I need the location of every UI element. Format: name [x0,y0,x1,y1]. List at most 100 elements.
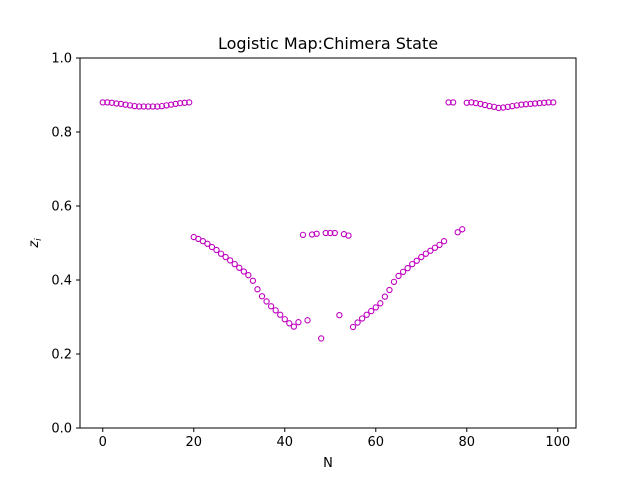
data-point [167,101,175,108]
data-point [440,237,448,245]
data-point [163,102,170,109]
data-point [449,99,457,106]
data-point [258,293,266,300]
x-tick-label: 20 [185,435,202,450]
svg-text:zi: zi [27,238,44,249]
data-point [381,293,389,300]
data-point [322,229,329,237]
data-point [454,229,461,236]
y-tick-label: 0.0 [51,422,72,437]
data-point [154,103,161,110]
data-point [345,232,352,239]
data-point [545,99,552,106]
data-point [199,237,207,245]
data-point [181,99,188,106]
data-point [117,100,125,108]
data-point [518,101,525,108]
data-point [176,99,184,107]
data-point [522,101,530,108]
data-point [436,241,443,248]
data-point [249,277,257,284]
x-tick-label: 0 [99,435,107,450]
data-point [213,246,220,254]
data-point [99,99,106,106]
data-point [390,278,398,285]
data-point [472,99,480,107]
data-point [445,99,452,106]
y-tick-label: 1.0 [51,52,72,67]
y-axis-label: zi [27,238,44,249]
data-point [395,272,402,280]
y-tick-label: 0.8 [51,126,72,141]
data-point [418,253,425,261]
data-point [495,104,502,112]
x-tick-label: 80 [459,435,476,450]
data-point [500,104,507,111]
plot-frame [79,57,577,429]
x-tick-label: 60 [368,435,385,450]
data-point [536,99,543,107]
data-point [286,320,293,327]
data-point [427,247,434,254]
data-point [126,102,134,109]
data-point [186,99,193,106]
data-point [131,102,138,110]
data-point [308,231,316,238]
data-point [431,244,439,251]
data-point [227,257,234,264]
data-point [254,286,261,293]
data-point [277,311,284,318]
data-point [158,102,166,110]
data-point [377,300,384,307]
data-point [204,240,211,247]
data-point [290,323,298,330]
data-point [358,315,366,322]
data-point [272,307,279,314]
data-point [354,319,361,326]
data-point [104,99,111,106]
data-point [140,103,147,110]
data-point [527,100,534,108]
y-tick-label: 0.6 [51,200,72,215]
data-point [513,102,520,109]
data-point [349,323,357,331]
data-point [372,304,379,311]
data-point [313,230,320,237]
data-point [531,100,539,107]
data-point [413,257,420,264]
data-point [422,250,429,257]
data-point [399,268,407,276]
data-point [504,103,511,110]
data-point [122,101,129,108]
data-point [263,298,270,305]
y-axis-label-subscript: i [34,238,44,241]
ticks-layer: 0 20 40 60 80 100 0.0 0.2 0.4 0.6 0.8 1.0 [51,52,570,451]
data-point [409,260,416,268]
data-point [222,253,229,261]
data-point [486,102,493,110]
points-layer [99,99,557,342]
x-tick-label: 100 [545,435,570,450]
data-point [136,103,143,110]
y-axis-label-base: z [27,240,42,249]
data-point [145,103,152,110]
data-point [550,99,557,106]
data-point [463,99,470,106]
data-point [245,272,252,279]
data-point [240,268,247,275]
data-point [113,100,120,107]
x-axis-label: N [323,456,333,471]
data-point [208,243,216,251]
data-point [459,226,466,233]
data-point [267,303,275,310]
data-point [368,307,375,315]
x-tick-label: 40 [276,435,293,450]
data-point [331,229,338,237]
data-point [304,317,311,324]
y-tick-label: 0.2 [51,348,72,363]
data-point [281,316,288,323]
data-point [149,103,156,110]
data-point [336,311,343,319]
